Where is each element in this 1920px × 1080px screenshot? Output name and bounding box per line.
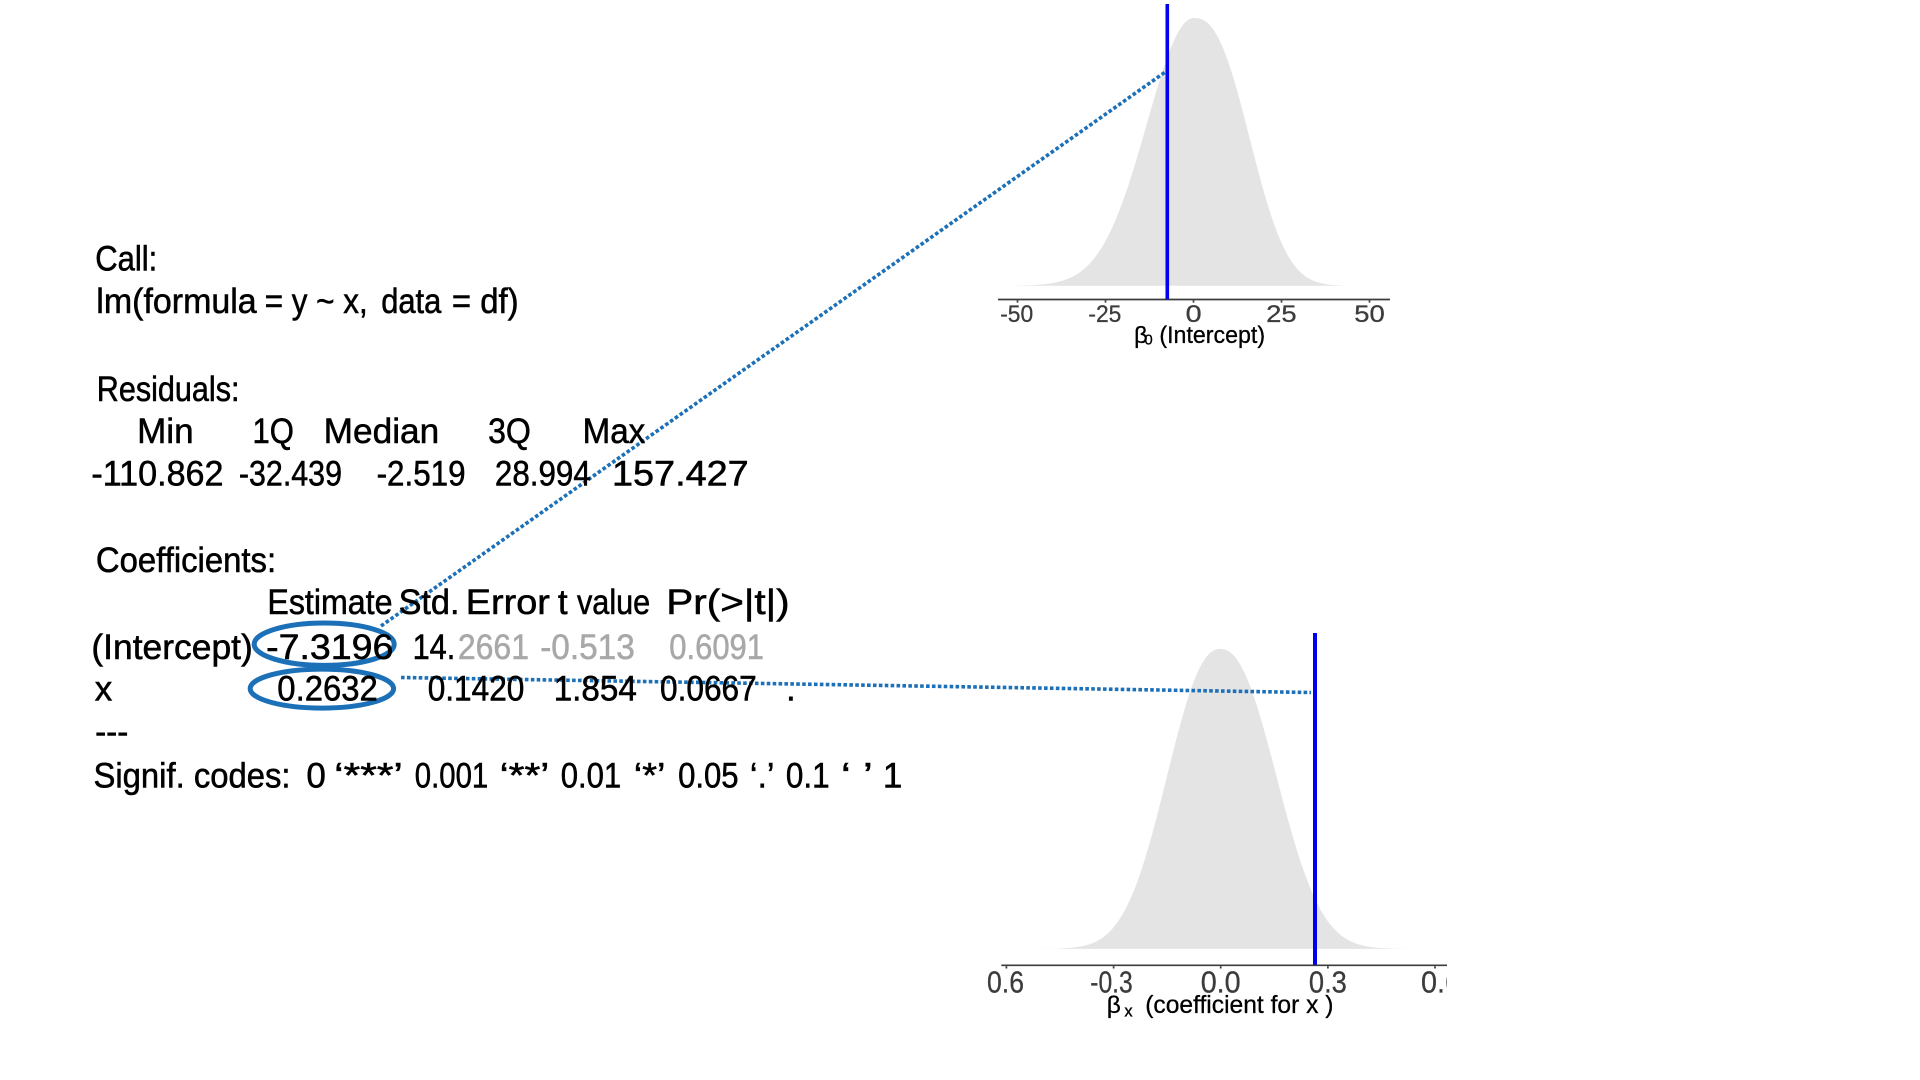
svg-text:0: 0 [1186, 301, 1202, 328]
svg-text:‘ ’: ‘ ’ [841, 757, 873, 796]
svg-text:0.001: 0.001 [415, 757, 488, 796]
svg-text:Estimate: Estimate [267, 583, 392, 622]
svg-text:2661: 2661 [458, 628, 529, 667]
svg-text:Std.: Std. [399, 583, 460, 622]
svg-text:-0.513: -0.513 [540, 628, 635, 667]
svg-text:-0.3: -0.3 [1090, 964, 1133, 999]
svg-text:0.1: 0.1 [786, 757, 830, 796]
svg-text:0.0: 0.0 [1201, 964, 1241, 999]
svg-text:0: 0 [306, 757, 325, 796]
svg-text:0: 0 [1144, 331, 1152, 348]
svg-text:1.854: 1.854 [554, 670, 637, 709]
svg-text:value: value [577, 583, 650, 622]
svg-text:‘***’: ‘***’ [334, 757, 403, 796]
svg-text:Error: Error [466, 583, 550, 622]
svg-text:Pr(>|t|): Pr(>|t|) [666, 583, 789, 622]
svg-text:0.6091: 0.6091 [669, 628, 764, 667]
svg-text:-50: -50 [1000, 301, 1033, 328]
svg-text:1Q: 1Q [253, 412, 294, 451]
svg-text:lm(formula: lm(formula [96, 282, 257, 321]
svg-text:β: β [1134, 322, 1148, 348]
svg-text:1: 1 [883, 757, 902, 796]
svg-text:(Intercept): (Intercept) [91, 628, 252, 667]
svg-text:0.6: 0.6 [987, 964, 1024, 999]
svg-text:Call:: Call: [95, 240, 157, 279]
svg-text:x: x [1124, 1003, 1133, 1021]
svg-text:t: t [558, 583, 568, 622]
svg-text:= y ~ x,: = y ~ x, [265, 282, 368, 321]
svg-text:-7.3196: -7.3196 [266, 628, 393, 667]
svg-text:-25: -25 [1088, 301, 1121, 328]
svg-text:Residuals:: Residuals: [97, 370, 240, 409]
svg-text:Coefficients:: Coefficients: [96, 541, 276, 580]
svg-text:-32.439: -32.439 [239, 455, 342, 494]
svg-text:50: 50 [1354, 301, 1385, 328]
svg-text:3Q: 3Q [488, 412, 531, 451]
svg-text:‘*’: ‘*’ [634, 757, 666, 796]
svg-text:‘.’: ‘.’ [750, 757, 775, 796]
svg-text:= df): = df) [452, 282, 519, 321]
svg-text:.: . [786, 670, 796, 709]
svg-text:Signif. codes:: Signif. codes: [94, 757, 291, 796]
svg-text:0.3: 0.3 [1309, 964, 1347, 999]
svg-text:28.994: 28.994 [495, 455, 591, 494]
svg-text:‘**’: ‘**’ [500, 757, 550, 796]
svg-text:0.1420: 0.1420 [428, 670, 525, 709]
svg-text:data: data [381, 282, 442, 321]
svg-text:x: x [95, 670, 113, 709]
svg-text:0.01: 0.01 [561, 757, 622, 796]
svg-text:157.427: 157.427 [612, 455, 749, 494]
svg-text:Max: Max [583, 412, 646, 451]
svg-text:0.0667: 0.0667 [660, 670, 757, 709]
svg-text:-2.519: -2.519 [377, 455, 466, 494]
svg-text:Min: Min [137, 412, 194, 451]
svg-text:25: 25 [1266, 301, 1297, 328]
svg-text:14.: 14. [413, 628, 456, 667]
svg-text:0.2632: 0.2632 [277, 670, 378, 709]
svg-text:-110.862: -110.862 [91, 455, 223, 494]
svg-text:(Intercept): (Intercept) [1159, 322, 1265, 349]
svg-text:β: β [1107, 992, 1121, 1019]
svg-text:(coefficient for x ): (coefficient for x ) [1145, 991, 1333, 1019]
svg-text:Median: Median [324, 412, 440, 451]
svg-text:0.6: 0.6 [1421, 964, 1461, 999]
svg-text:0.05: 0.05 [678, 757, 739, 796]
svg-text:---: --- [95, 713, 128, 752]
